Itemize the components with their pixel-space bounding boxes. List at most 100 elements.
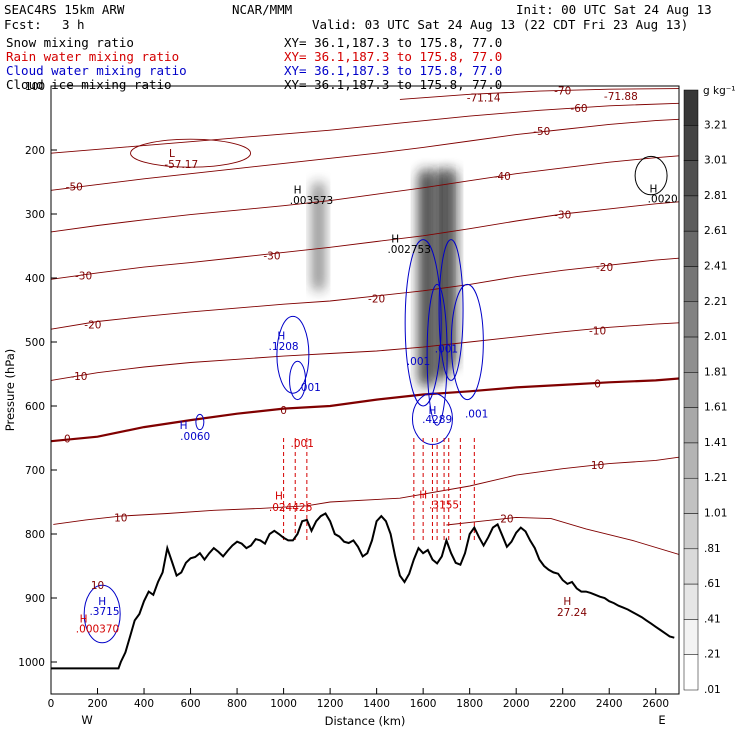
colorbar-label-15: .21 [704, 649, 721, 661]
colorbar-swatch-10 [683, 442, 699, 479]
west-label: W [81, 713, 92, 727]
hydrometeor-contour-5 [450, 283, 484, 401]
east-label: E [658, 713, 665, 727]
y-tick-label-900: 900 [25, 593, 45, 605]
isotherm-label-4: 0 [64, 434, 71, 446]
isotherm-label-16: 0 [594, 379, 601, 391]
isotherm-label-18: 20 [500, 514, 513, 526]
hydrometeor-contour-6 [411, 392, 453, 445]
isotherm-label-11: -60 [570, 103, 587, 115]
cloud-ice-shading [312, 169, 458, 387]
colorbar: 3.21 3.01 2.81 2.61 2.41 2.21 2.01 1.81 1.61 1.41… [683, 89, 727, 696]
extremum-label-2: -71.14 [467, 93, 501, 105]
isotherm-label-3: -10 [70, 371, 87, 383]
x-tick-label-400: 400 [134, 698, 154, 710]
isotherm-label-6: 10 [114, 512, 127, 524]
x-tick-label-200: 200 [87, 698, 107, 710]
isotherm-10 [53, 456, 679, 525]
x-tick-label-2400: 2400 [596, 698, 623, 710]
y-tick-label-1000: 1000 [18, 657, 45, 669]
colorbar-label-2: 2.81 [704, 190, 727, 202]
colorbar-swatch-4 [683, 230, 699, 267]
isotherm-0 [51, 377, 679, 443]
isotherm-label-1: -30 [75, 270, 92, 282]
y-tick-label-800: 800 [25, 529, 45, 541]
hydrometeor-contour-9 [634, 155, 668, 196]
isotherm--30 [51, 201, 679, 280]
x-tick-label-800: 800 [227, 698, 247, 710]
extremum-label-29: 10 [91, 580, 104, 592]
x-axis: 0 200 400 600 800 1000 1200 1400 1600 1800 2000 220… [48, 688, 669, 710]
isotherm--60 [51, 102, 679, 154]
colorbar-swatch-3 [683, 195, 699, 232]
field-cloudwater-label: Cloud water mixing ratio [6, 63, 187, 78]
extremum-label-8: H [391, 233, 399, 245]
y-axis: 1000 900 800 700 600 500 400 300 200 100 [18, 81, 57, 669]
extremum-label-9: .002753 [387, 244, 430, 256]
isotherm-label-9: -40 [494, 171, 511, 183]
isotherm-label-0: -50 [66, 181, 83, 193]
cloud-ice-column-3 [445, 169, 458, 368]
isotherm-label-15: -10 [589, 325, 606, 337]
colorbar-label-13: .61 [704, 578, 721, 590]
cloud-ice-column-0 [312, 182, 325, 291]
extremum-label-19: .001 [435, 343, 458, 355]
extremum-label-22: .001 [465, 409, 488, 421]
extremum-label-23: H [419, 489, 427, 501]
hydrometeor-contour-0 [276, 315, 310, 394]
x-tick-label-1800: 1800 [456, 698, 483, 710]
colorbar-swatch-15 [683, 619, 699, 655]
extremum-label-7: .003573 [290, 195, 333, 207]
x-tick-label-2600: 2600 [642, 698, 669, 710]
colorbar-swatch-11 [683, 477, 699, 514]
colorbar-label-7: 1.81 [704, 366, 727, 378]
colorbar-label-10: 1.21 [704, 472, 727, 484]
hydrometeor-contour-1 [289, 360, 307, 401]
colorbar-swatch-14 [683, 583, 699, 620]
extremum-label-6: H [294, 185, 302, 197]
y-tick-label-300: 300 [25, 209, 45, 221]
field-cloudwater-xy: XY= 36.1,187.3 to 175.8, 77.0 [284, 63, 502, 78]
hydrometeor-contour-3 [426, 283, 448, 426]
x-tick-label-2000: 2000 [503, 698, 530, 710]
y-tick-label-100: 100 [25, 81, 45, 93]
colorbar-swatch-12 [683, 513, 699, 550]
hydrometeor-contour-4 [438, 239, 464, 381]
field-rain-label: Rain water mixing ratio [6, 49, 179, 64]
colorbar-swatch-13 [683, 548, 699, 585]
isotherm-label-12: -70 [554, 85, 571, 97]
colorbar-unit: g kg⁻¹ [703, 85, 736, 97]
field-snow-label: Snow mixing ratio [6, 35, 134, 50]
colorbar-label-0: 3.21 [704, 119, 727, 131]
x-tick-label-1200: 1200 [317, 698, 344, 710]
extremum-label-16: H [275, 491, 283, 503]
y-tick-label-500: 500 [25, 337, 45, 349]
isotherms [51, 88, 679, 555]
init-time: Init: 00 UTC Sat 24 Aug 13 [516, 2, 712, 17]
colorbar-label-11: 1.01 [704, 508, 727, 520]
colorbar-label-3: 2.61 [704, 225, 727, 237]
colorbar-swatch-9 [683, 407, 699, 444]
isotherm-label-5: 0 [280, 405, 287, 417]
extremum-label-1: -57.17 [164, 159, 198, 171]
hydrometeor-contour-2 [404, 239, 442, 407]
x-axis-label: Distance (km) [325, 714, 406, 728]
x-tick-label-1000: 1000 [270, 698, 297, 710]
isotherm-label-13: -30 [554, 210, 571, 222]
extremum-label-3: -71.88 [604, 91, 638, 103]
isotherm--70 [399, 88, 679, 100]
terrain-profile [51, 512, 675, 670]
extremum-label-5: .0020 [648, 194, 678, 206]
colorbar-label-9: 1.41 [704, 437, 727, 449]
colorbar-swatch-2 [683, 160, 699, 197]
colorbar-label-12: .81 [704, 543, 721, 555]
terrain-line [51, 512, 675, 670]
colorbar-label-6: 2.01 [704, 331, 727, 343]
isotherm--50 [51, 118, 679, 191]
field-cloudice-label: Cloud ice mixing ratio [6, 77, 172, 92]
hydrometeor-contour-8 [195, 413, 205, 431]
x-tick-label-600: 600 [181, 698, 201, 710]
x-tick-label-1400: 1400 [363, 698, 390, 710]
isotherm--20 [51, 257, 679, 330]
